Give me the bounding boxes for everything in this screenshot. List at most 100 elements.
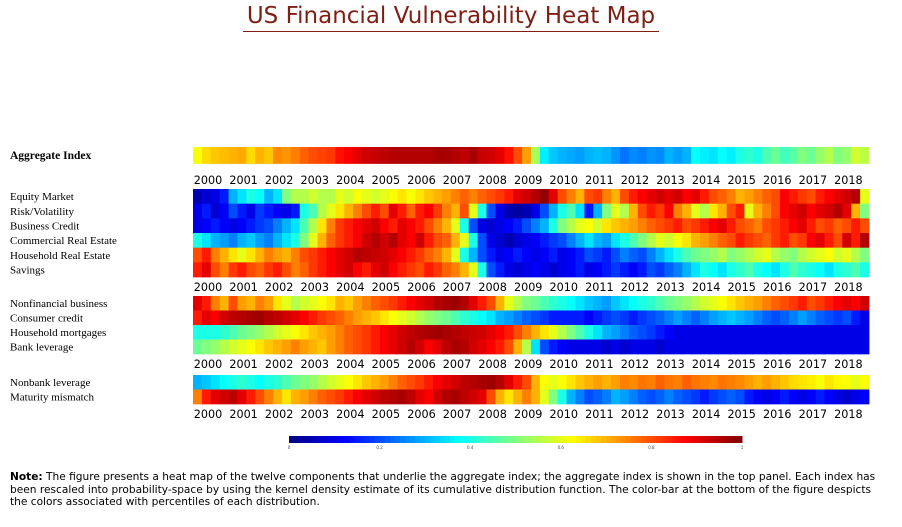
heat-cell bbox=[646, 147, 656, 164]
heat-cell bbox=[193, 339, 203, 355]
heat-cell bbox=[237, 203, 247, 219]
heat-cell bbox=[842, 339, 852, 355]
heat-cell bbox=[771, 147, 781, 164]
year-tick-label: 2006 bbox=[407, 174, 435, 187]
heat-cell bbox=[744, 189, 754, 205]
heat-cell bbox=[442, 339, 452, 355]
heat-cell bbox=[388, 203, 398, 219]
heat-cell bbox=[531, 233, 541, 249]
heat-cell bbox=[628, 310, 639, 326]
colorbar-cell bbox=[304, 436, 310, 443]
heat-cell bbox=[281, 189, 292, 205]
heat-cell bbox=[433, 339, 443, 355]
heat-cell bbox=[513, 218, 523, 234]
heat-cell bbox=[797, 233, 808, 249]
heat-cell bbox=[780, 247, 790, 263]
heat-cell bbox=[228, 296, 238, 311]
heat-cell bbox=[495, 218, 505, 234]
heat-cell bbox=[210, 310, 221, 326]
heat-cell bbox=[566, 339, 576, 355]
colorbar-cell bbox=[626, 436, 632, 443]
heat-cell bbox=[593, 233, 603, 249]
heat-cell bbox=[290, 325, 301, 340]
heat-cell bbox=[442, 189, 452, 205]
heat-cell bbox=[824, 296, 834, 311]
heat-cell bbox=[424, 203, 434, 219]
heat-cell bbox=[504, 339, 514, 355]
heat-cell bbox=[255, 375, 265, 390]
heat-cell bbox=[664, 310, 674, 326]
heat-cell bbox=[415, 147, 425, 164]
heat-cell bbox=[379, 218, 390, 234]
heat-cell bbox=[513, 296, 523, 311]
colorbar-cell bbox=[621, 436, 627, 443]
heat-cell bbox=[308, 389, 318, 405]
heat-cell bbox=[753, 375, 763, 390]
heat-cell bbox=[459, 247, 470, 263]
colorbar-cell bbox=[560, 436, 567, 443]
heat-cell bbox=[575, 218, 585, 234]
colorbar-cell bbox=[490, 436, 496, 443]
heat-cell bbox=[762, 262, 772, 278]
heat-cell bbox=[495, 339, 505, 355]
heat-cell bbox=[833, 389, 843, 405]
colorbar-cell bbox=[460, 436, 466, 443]
colorbar-cell bbox=[691, 436, 698, 443]
heat-cell bbox=[424, 296, 434, 311]
heat-cell bbox=[370, 218, 381, 234]
colorbar-cell bbox=[475, 436, 481, 443]
heat-cell bbox=[717, 218, 728, 234]
heat-cell bbox=[193, 247, 203, 263]
heat-cell bbox=[264, 339, 274, 355]
heat-cell bbox=[522, 310, 532, 326]
heat-cell bbox=[495, 247, 505, 263]
heat-cell bbox=[193, 325, 203, 340]
colorbar-cell bbox=[515, 436, 522, 443]
heat-cell bbox=[646, 247, 656, 263]
heat-cell bbox=[228, 389, 238, 405]
heat-cell bbox=[513, 325, 523, 340]
colorbar-cell bbox=[354, 436, 360, 443]
heat-cell bbox=[379, 310, 390, 326]
heat-cell bbox=[397, 375, 407, 390]
heat-cell bbox=[255, 325, 265, 340]
heat-cell bbox=[744, 339, 754, 355]
heat-cell bbox=[548, 296, 559, 311]
heat-cell bbox=[397, 339, 407, 355]
heat-cell bbox=[744, 389, 754, 405]
colorbar-cell bbox=[394, 436, 401, 443]
heat-cell bbox=[664, 189, 674, 205]
heat-cell bbox=[477, 296, 487, 311]
heat-cell bbox=[228, 262, 238, 278]
heat-cell bbox=[531, 247, 541, 263]
heat-cell bbox=[397, 189, 407, 205]
heat-cell bbox=[788, 389, 799, 405]
year-tick-label: 2004 bbox=[336, 281, 364, 294]
heat-cell bbox=[281, 310, 292, 326]
heat-cell bbox=[424, 310, 434, 326]
heat-cell bbox=[788, 233, 799, 249]
heat-cell bbox=[637, 218, 648, 234]
heat-cell bbox=[860, 339, 870, 355]
heat-cell bbox=[815, 262, 825, 278]
heat-cell bbox=[353, 233, 363, 249]
heat-cell bbox=[326, 389, 336, 405]
year-tick-label: 2005 bbox=[372, 408, 400, 421]
colorbar-cell bbox=[666, 436, 673, 443]
heat-cell bbox=[780, 218, 790, 234]
heat-cell bbox=[735, 218, 745, 234]
colorbar-tick-label: 0.8 bbox=[648, 445, 655, 450]
heat-cell bbox=[442, 262, 452, 278]
heat-cell bbox=[228, 189, 238, 205]
heat-cell bbox=[664, 247, 674, 263]
heat-cell bbox=[299, 147, 310, 164]
heat-cell bbox=[566, 233, 576, 249]
heat-cell bbox=[210, 147, 221, 164]
colorbar-cell bbox=[535, 436, 542, 443]
heat-cell bbox=[744, 296, 754, 311]
heat-cell bbox=[335, 389, 345, 405]
heat-cell bbox=[557, 262, 567, 278]
heat-cell bbox=[700, 325, 710, 340]
heat-cell bbox=[646, 233, 656, 249]
heat-cell bbox=[344, 147, 354, 164]
